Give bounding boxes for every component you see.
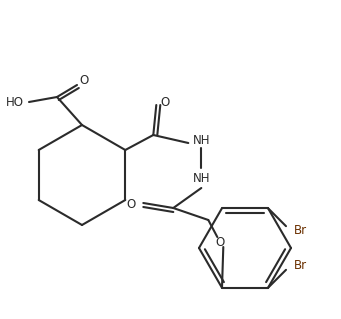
Text: Br: Br <box>294 259 307 272</box>
Text: O: O <box>126 198 135 211</box>
Text: O: O <box>216 235 225 249</box>
Text: O: O <box>161 97 170 109</box>
Text: O: O <box>79 75 89 87</box>
Text: Br: Br <box>294 224 307 237</box>
Text: NH: NH <box>193 135 210 147</box>
Text: NH: NH <box>193 173 210 186</box>
Text: HO: HO <box>6 95 24 108</box>
